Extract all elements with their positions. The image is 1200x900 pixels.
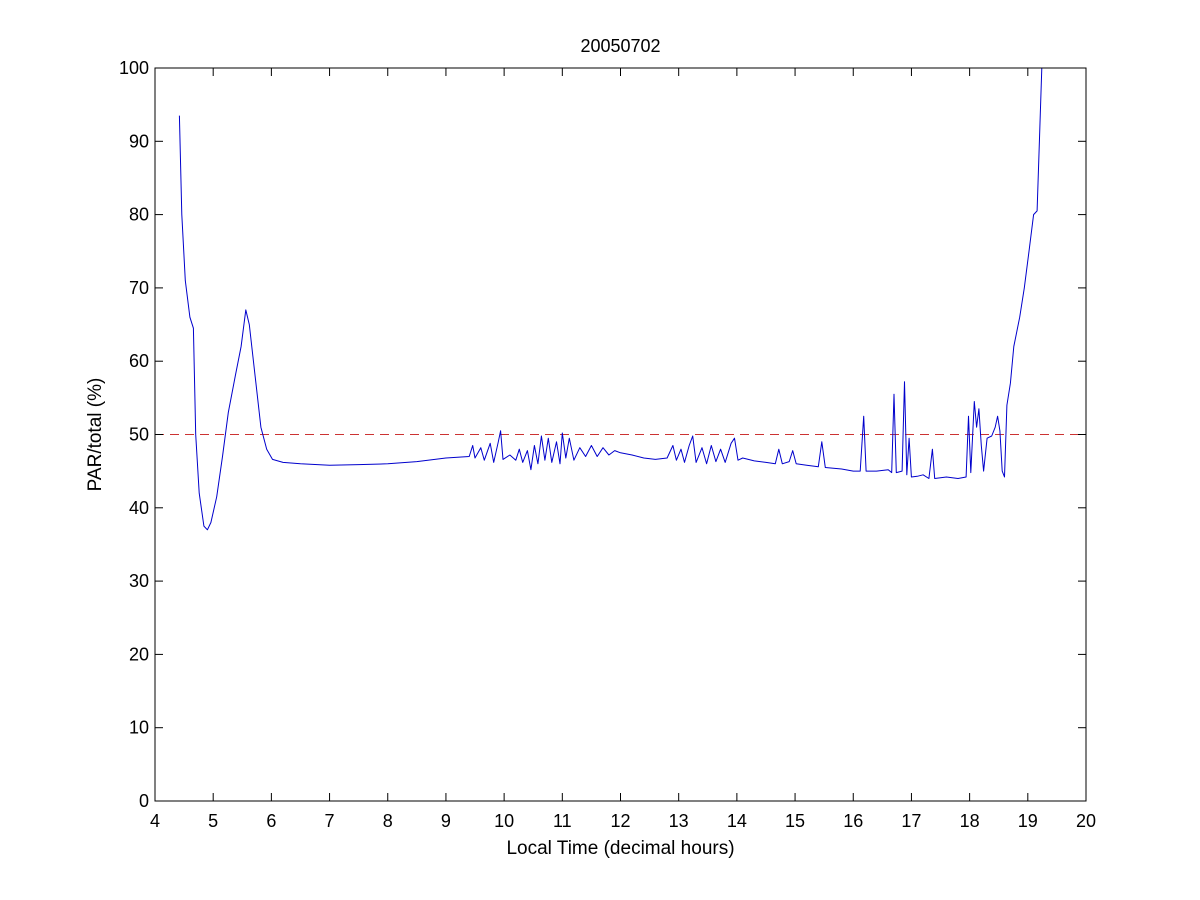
- y-tick-label: 30: [129, 571, 149, 591]
- y-tick-label: 10: [129, 718, 149, 738]
- x-tick-label: 20: [1076, 811, 1096, 831]
- y-tick-label: 40: [129, 498, 149, 518]
- y-axis-label: PAR/total (%): [85, 378, 106, 492]
- x-tick-label: 11: [553, 811, 572, 831]
- series-layer: [178, 67, 1043, 531]
- y-tick-label: 100: [119, 58, 149, 78]
- x-tick-label: 13: [669, 811, 689, 831]
- y-tick-label: 50: [129, 425, 149, 445]
- y-tick-label: 20: [129, 644, 149, 664]
- y-tick-label: 60: [129, 351, 149, 371]
- x-tick-label: 5: [208, 811, 218, 831]
- x-tick-label: 19: [1018, 811, 1038, 831]
- series-line-0: [178, 67, 1043, 531]
- x-tick-label: 15: [785, 811, 805, 831]
- x-tick-label: 4: [150, 811, 160, 831]
- x-tick-label: 7: [325, 811, 335, 831]
- y-tick-label: 80: [129, 205, 149, 225]
- x-tick-label: 18: [960, 811, 980, 831]
- x-tick-label: 16: [843, 811, 863, 831]
- x-tick-label: 8: [383, 811, 393, 831]
- x-tick-label: 6: [266, 811, 276, 831]
- chart-title: 20050702: [580, 36, 660, 56]
- y-tick-label: 90: [129, 131, 149, 151]
- x-tick-label: 14: [727, 811, 747, 831]
- y-tick-label: 70: [129, 278, 149, 298]
- x-tick-label: 10: [494, 811, 514, 831]
- x-tick-label: 12: [610, 811, 630, 831]
- tick-layer: 4 5 6 7 8 9 10 11 12 13 14 15 16 17 18 19 20 0 10 20 30 40 50 6…: [119, 58, 1096, 831]
- y-tick-label: 0: [139, 791, 149, 811]
- x-tick-label: 9: [441, 811, 451, 831]
- x-axis-label: Local Time (decimal hours): [506, 838, 734, 859]
- x-tick-label: 17: [901, 811, 921, 831]
